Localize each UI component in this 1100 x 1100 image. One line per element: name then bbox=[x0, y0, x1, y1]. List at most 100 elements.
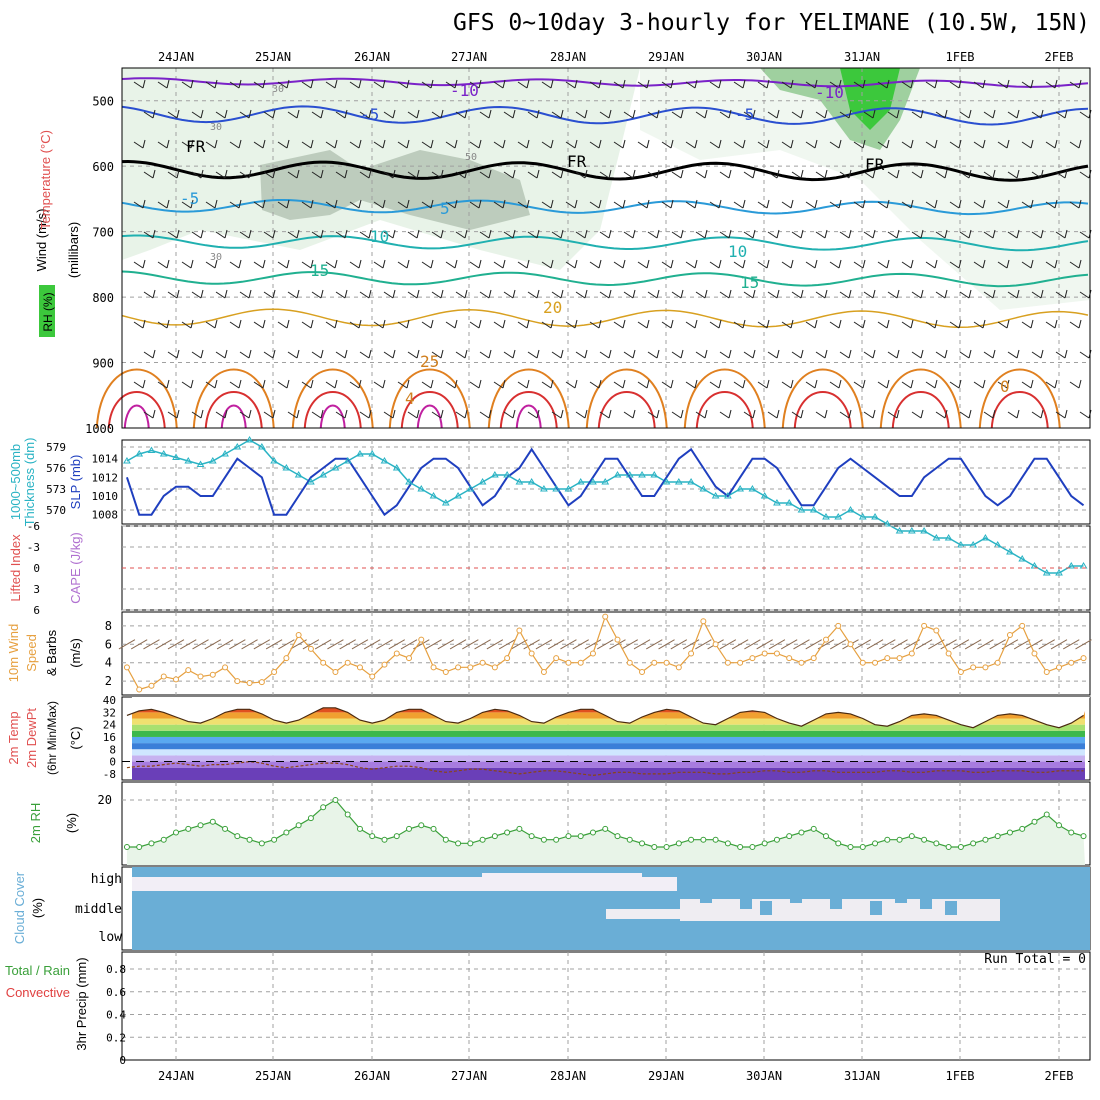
wind-barb bbox=[608, 409, 612, 419]
wind-barb bbox=[973, 201, 984, 209]
wind-barb bbox=[752, 409, 756, 419]
wind-barb bbox=[584, 169, 588, 179]
wind-barb bbox=[191, 351, 202, 359]
wind-barb bbox=[911, 111, 922, 119]
thickness-tick: 573 bbox=[46, 483, 66, 496]
wind-barb bbox=[983, 231, 994, 239]
wind-barb bbox=[469, 81, 480, 89]
wind-barb bbox=[815, 411, 826, 419]
wind-barb bbox=[479, 111, 490, 119]
wind-barb-10m bbox=[1075, 639, 1092, 650]
wind-barb bbox=[397, 381, 408, 389]
wind-barb bbox=[502, 259, 506, 269]
wind-barb bbox=[431, 411, 442, 419]
wind-barb bbox=[421, 261, 432, 269]
wind-barb bbox=[958, 139, 962, 149]
wind-barb bbox=[647, 231, 658, 239]
wind-barb bbox=[920, 409, 924, 419]
rh-point bbox=[320, 804, 327, 811]
wind-barb bbox=[944, 289, 948, 299]
wind-barb bbox=[670, 379, 674, 389]
wind-barb bbox=[632, 349, 636, 359]
wind-barb bbox=[214, 79, 218, 89]
wind-barb bbox=[824, 409, 828, 419]
panel-frame-wind bbox=[121, 611, 1091, 696]
isotherm-label: 50 bbox=[465, 152, 477, 163]
wind-barb bbox=[752, 109, 756, 119]
wind-barb bbox=[982, 319, 986, 329]
date-label-top: 2FEB bbox=[1045, 50, 1074, 64]
wind-barb-10m bbox=[866, 639, 884, 650]
wind-barb bbox=[944, 229, 948, 239]
wind-barb bbox=[560, 349, 564, 359]
wind-barb bbox=[623, 111, 634, 119]
wind-barb bbox=[776, 169, 780, 179]
precip-conv-label: Convective bbox=[6, 985, 70, 1000]
wind-speed-point bbox=[602, 613, 609, 620]
wind-barb bbox=[574, 199, 578, 209]
wind-barb bbox=[680, 409, 684, 419]
wind-barb bbox=[311, 171, 322, 179]
wind-barb bbox=[589, 261, 600, 269]
date-label-top: 28JAN bbox=[550, 50, 586, 64]
wind-barb bbox=[599, 171, 610, 179]
wind-barb bbox=[661, 201, 672, 209]
wind-barb bbox=[742, 79, 746, 89]
thickness-point bbox=[760, 492, 769, 499]
wind-barb bbox=[181, 381, 192, 389]
wind-barb bbox=[647, 171, 658, 179]
wind-barb bbox=[805, 321, 816, 329]
wind-speed-point bbox=[761, 650, 768, 657]
wind-barb bbox=[397, 261, 408, 269]
wind-barb bbox=[997, 81, 1008, 89]
wind-barb bbox=[920, 349, 924, 359]
thickness-tick: 576 bbox=[46, 462, 66, 475]
wind-speed-point bbox=[688, 650, 695, 657]
thickness-point bbox=[221, 450, 229, 457]
wind-barb bbox=[1040, 349, 1044, 359]
thickness-point bbox=[454, 492, 462, 499]
wind-barb-10m bbox=[302, 639, 320, 650]
wind-barb bbox=[478, 199, 482, 209]
temp-mask bbox=[126, 697, 1090, 728]
wind-barb bbox=[238, 139, 242, 149]
wind-barb bbox=[959, 351, 970, 359]
wind-barb bbox=[1045, 201, 1056, 209]
precip-axis-label: 3hr Precip (mm) bbox=[74, 957, 89, 1050]
wind-barb bbox=[469, 381, 480, 389]
rh-point bbox=[222, 825, 229, 832]
isotherm-35 bbox=[515, 404, 542, 429]
cloud-mid-gap bbox=[606, 909, 686, 919]
rh-axis-label: RH (%) bbox=[41, 292, 55, 331]
wind-speed-point bbox=[945, 650, 952, 657]
wind-barb bbox=[430, 79, 434, 89]
wind-barb bbox=[382, 379, 386, 389]
temperature-axis-label: Temperature (°C) bbox=[38, 130, 53, 230]
wind-barb bbox=[334, 199, 338, 209]
wind-barb bbox=[781, 81, 792, 89]
wind-barb bbox=[215, 111, 226, 119]
wind-barb bbox=[742, 319, 746, 329]
wind-barb bbox=[373, 381, 384, 389]
wind-barb bbox=[512, 169, 516, 179]
wind-barb bbox=[661, 381, 672, 389]
wind-barb bbox=[527, 231, 538, 239]
rh-point bbox=[614, 833, 621, 840]
wind-barb bbox=[133, 81, 144, 89]
wind-barb bbox=[373, 81, 384, 89]
wind-barb bbox=[344, 229, 348, 239]
thickness-point bbox=[809, 506, 818, 513]
wind-barb bbox=[1006, 259, 1010, 269]
wind-speed-point bbox=[614, 636, 621, 643]
wind-barb bbox=[157, 261, 168, 269]
wind-barb bbox=[263, 111, 274, 119]
wind-barb bbox=[157, 321, 168, 329]
thickness-point bbox=[123, 457, 131, 464]
wind-barb bbox=[334, 319, 338, 329]
thickness-point bbox=[957, 541, 965, 548]
wind-barb bbox=[968, 289, 972, 299]
wind-barb bbox=[863, 171, 874, 179]
wind-barb-10m bbox=[952, 639, 970, 650]
slp-axis-label: SLP (mb) bbox=[68, 455, 83, 510]
wind-barb bbox=[1078, 379, 1082, 389]
